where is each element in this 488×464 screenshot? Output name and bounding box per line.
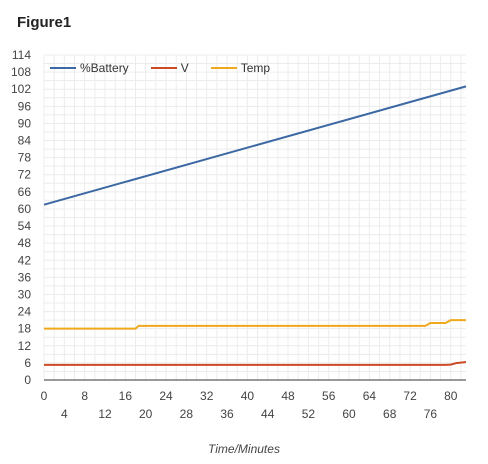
y-tick-label: 78	[18, 151, 32, 165]
series-line-0	[43, 85, 467, 206]
legend-swatch-v	[150, 67, 177, 69]
legend: %Battery V Temp	[50, 61, 292, 75]
axis-layer: 0612182430364248546066727884909610210811…	[11, 48, 466, 421]
y-tick-label: 102	[11, 82, 31, 96]
y-tick-label: 96	[18, 99, 32, 113]
y-tick-label: 114	[12, 48, 31, 62]
x-tick-label: 12	[98, 407, 112, 421]
y-tick-label: 90	[18, 116, 32, 130]
y-tick-label: 66	[18, 185, 32, 199]
y-tick-label: 12	[18, 339, 32, 353]
series-line-2	[44, 319, 466, 330]
legend-swatch-battery	[50, 67, 76, 69]
x-tick-label: 48	[281, 389, 295, 403]
x-tick-label: 52	[302, 407, 316, 421]
y-tick-label: 60	[18, 202, 32, 216]
y-tick-label: 72	[18, 168, 32, 182]
legend-label-temp: Temp	[240, 61, 271, 75]
legend-label-v: V	[180, 61, 189, 75]
x-tick-label: 44	[261, 407, 275, 421]
y-tick-label: 6	[24, 356, 31, 370]
x-tick-label: 72	[403, 389, 417, 403]
y-tick-label: 18	[18, 322, 32, 336]
x-tick-label: 8	[81, 389, 88, 403]
x-tick-label: 60	[342, 407, 356, 421]
x-tick-label: 0	[41, 389, 48, 403]
x-tick-label: 80	[444, 389, 458, 403]
y-tick-label: 36	[18, 270, 32, 284]
y-tick-label: 108	[11, 65, 31, 79]
x-tick-label: 28	[180, 407, 194, 421]
x-tick-label: 40	[241, 389, 255, 403]
x-tick-label: 24	[159, 389, 173, 403]
y-tick-label: 24	[18, 305, 32, 319]
series-layer	[43, 85, 467, 366]
x-tick-label: 32	[200, 389, 214, 403]
legend-item-battery: %Battery	[50, 61, 129, 75]
x-tick-label: 76	[424, 407, 438, 421]
y-tick-label: 48	[18, 236, 32, 250]
legend-swatch-temp	[210, 67, 237, 69]
y-tick-label: 0	[24, 373, 31, 387]
legend-item-v: V	[150, 61, 189, 75]
legend-item-temp: Temp	[210, 61, 271, 75]
x-tick-label: 4	[61, 407, 68, 421]
x-tick-label: 20	[139, 407, 153, 421]
series-line-1	[44, 361, 467, 366]
legend-label-battery: %Battery	[80, 61, 129, 75]
x-tick-label: 16	[119, 389, 133, 403]
x-tick-label: 36	[220, 407, 234, 421]
x-tick-label: 56	[322, 389, 336, 403]
y-tick-label: 42	[18, 253, 32, 267]
chart-title: Figure1	[17, 14, 72, 31]
x-tick-label: 64	[363, 389, 377, 403]
x-axis-label: Time/Minutes	[208, 442, 280, 456]
y-tick-label: 30	[18, 287, 32, 301]
y-tick-label: 84	[18, 134, 32, 148]
y-tick-label: 54	[18, 219, 32, 233]
x-tick-label: 68	[383, 407, 397, 421]
